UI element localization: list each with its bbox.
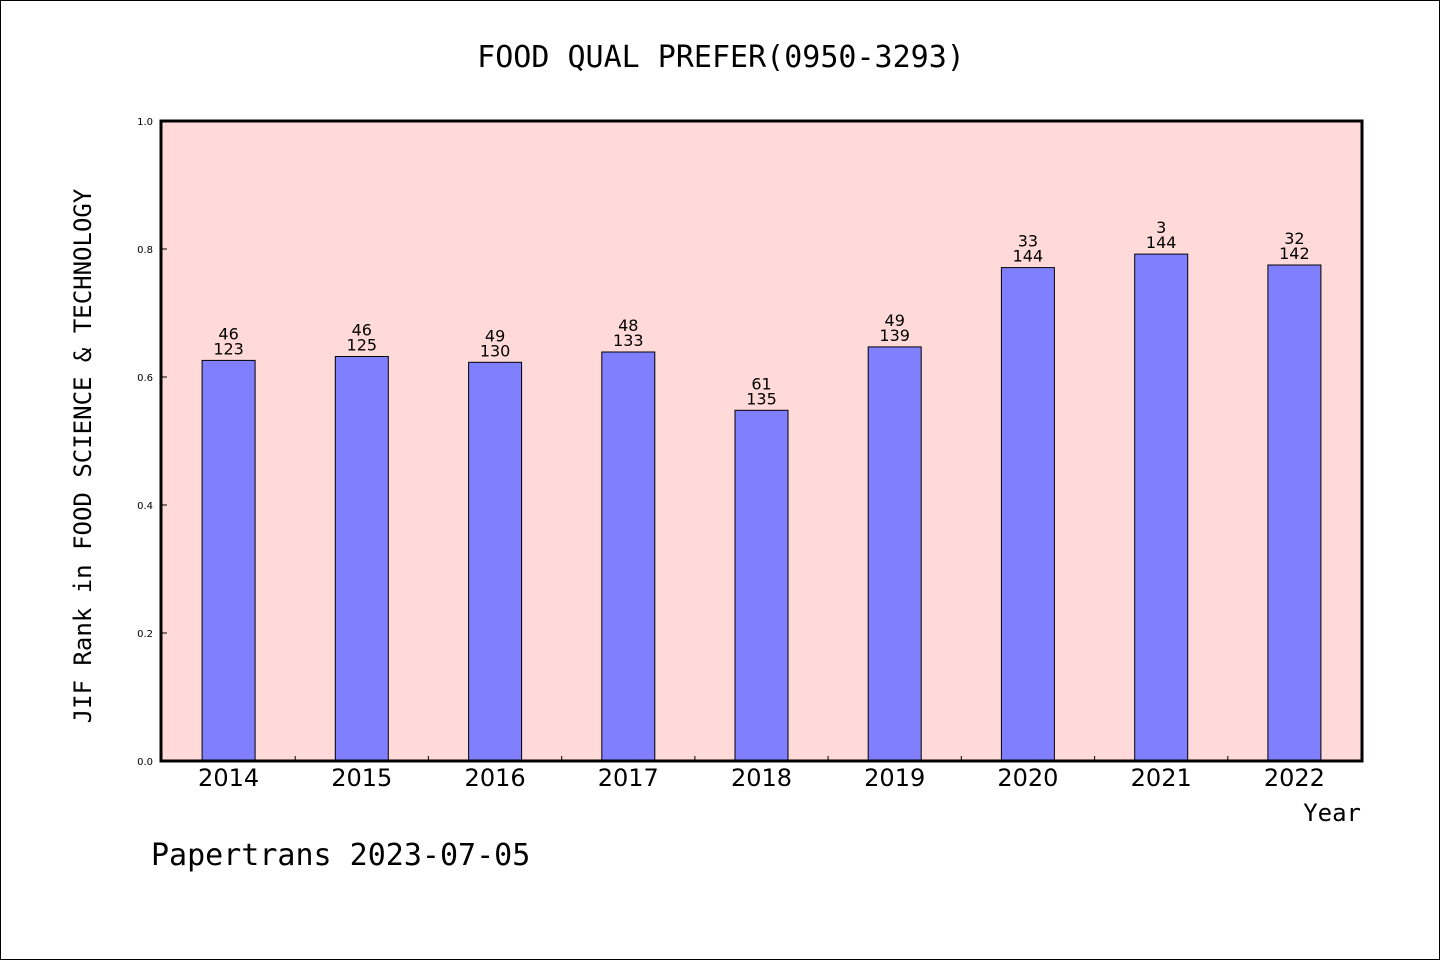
bar-total-label-2017: 133 (613, 331, 644, 350)
bar-rank-label-2017: 48 (618, 316, 638, 335)
y-tick-label-0.8: 0.8 (137, 245, 153, 256)
y-axis-ticks: 0.0 0.2 0.4 0.6 0.8 1.0 (137, 117, 167, 768)
chart-title: FOOD QUAL PREFER(0950-3293) (477, 40, 965, 75)
bar-total-label-2016: 130 (480, 341, 511, 360)
bar-rank-label-2022: 32 (1284, 229, 1304, 248)
bar-total-label-2015: 125 (347, 336, 378, 355)
plot-border (159, 119, 1364, 763)
bar-rank-label-2020: 33 (1018, 232, 1038, 251)
bar-2017 (601, 351, 656, 762)
bar-rank-label-2014: 46 (218, 324, 238, 343)
y-tick-label-1.0: 1.0 (137, 117, 153, 128)
x-axis-label: Year (1303, 799, 1361, 827)
x-tick-label-2020: 2020 (997, 764, 1058, 792)
x-tick-label-2021: 2021 (1131, 764, 1192, 792)
x-tick-label-2014: 2014 (198, 764, 259, 792)
bar-2014 (201, 359, 256, 762)
bar-total-label-2019: 139 (879, 326, 910, 345)
y-tick-label-0.0: 0.0 (137, 757, 153, 768)
bar-2022 (1267, 264, 1322, 762)
y-axis-label: JIF Rank in FOOD SCIENCE & TECHNOLOGY (69, 188, 97, 723)
bar-2015 (334, 356, 389, 762)
bar-rank-label-2021: 3 (1156, 218, 1166, 237)
bar-total-label-2018: 135 (746, 389, 777, 408)
x-tick-label-2022: 2022 (1264, 764, 1325, 792)
x-tick-label-2018: 2018 (731, 764, 792, 792)
bars-layer (201, 253, 1322, 762)
bar-2016 (468, 361, 523, 762)
y-tick-label-0.4: 0.4 (137, 501, 153, 512)
y-tick-label-0.6: 0.6 (137, 373, 153, 384)
bar-total-label-2020: 144 (1013, 247, 1044, 266)
bar-rank-label-2019: 49 (885, 311, 905, 330)
x-tick-label-2016: 2016 (465, 764, 526, 792)
footer-credit: Papertrans 2023-07-05 (151, 838, 530, 873)
bar-2021 (1134, 253, 1189, 762)
x-tick-label-2017: 2017 (598, 764, 659, 792)
bar-2018 (734, 409, 789, 762)
bar-2020 (1000, 267, 1055, 762)
bar-rank-label-2015: 46 (352, 321, 372, 340)
x-tick-label-2015: 2015 (331, 764, 392, 792)
y-tick-label-0.2: 0.2 (137, 629, 153, 640)
bar-total-label-2014: 123 (213, 339, 244, 358)
x-tick-label-2019: 2019 (864, 764, 925, 792)
x-axis-ticks: 2014 2015 2016 2017 2018 2019 2020 2021 2022 (198, 756, 1325, 792)
bar-rank-label-2018: 61 (751, 374, 771, 393)
bar-total-label-2022: 142 (1279, 244, 1310, 263)
bar-rank-label-2016: 49 (485, 326, 505, 345)
bar-2019 (867, 346, 922, 762)
bar-total-label-2021: 144 (1146, 233, 1177, 252)
